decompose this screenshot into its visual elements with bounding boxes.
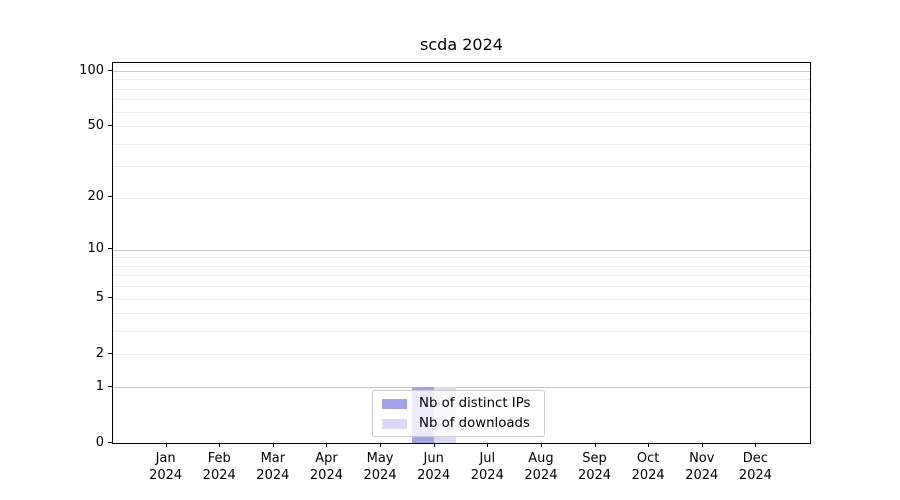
minor-gridline-8 (113, 265, 810, 267)
x-tick-mark-may (380, 443, 382, 447)
x-tick-mark-sep (594, 443, 596, 447)
x-tick-mark-feb (219, 443, 221, 447)
x-tick-month: Jan (155, 451, 176, 466)
x-tick-month: Dec (742, 451, 768, 466)
y-tick-mark-20 (108, 196, 113, 198)
x-tick-mark-aug (540, 443, 542, 447)
y-tick-mark-2 (108, 352, 113, 354)
plot-area (112, 62, 811, 444)
y-tick-label-10: 10 (87, 241, 104, 257)
minor-gridline-30 (113, 166, 810, 168)
x-tick-label-jun: Jun 2024 (394, 450, 474, 484)
gridline-2 (113, 354, 810, 356)
x-tick-label-mar: Mar 2024 (233, 450, 313, 484)
x-tick-year: 2024 (256, 468, 290, 483)
legend-swatch-downloads (382, 418, 407, 429)
x-tick-label-oct: Oct 2024 (608, 450, 688, 484)
minor-gridline-6 (113, 286, 810, 288)
y-tick-mark-50 (108, 124, 113, 126)
legend-item-distinct-ips: Nb of distinct IPs (382, 395, 544, 411)
x-tick-year: 2024 (685, 468, 719, 483)
y-tick-mark-0 (108, 441, 113, 443)
y-tick-label-0: 0 (95, 434, 104, 450)
x-tick-month: Oct (636, 451, 660, 466)
minor-gridline-70 (113, 99, 810, 101)
x-tick-mark-mar (272, 443, 274, 447)
x-tick-mark-jul (487, 443, 489, 447)
y-tick-label-100: 100 (79, 62, 104, 78)
y-tick-label-50: 50 (87, 117, 104, 133)
y-tick-label-1: 1 (95, 378, 104, 394)
y-tick-label-2: 2 (95, 345, 104, 361)
gridline-20 (113, 197, 810, 199)
minor-gridline-4 (113, 313, 810, 315)
legend-label-downloads: Nb of downloads (419, 415, 530, 431)
y-tick-mark-1 (108, 385, 113, 387)
x-tick-year: 2024 (309, 468, 343, 483)
y-tick-mark-10 (108, 248, 113, 250)
x-tick-label-sep: Sep 2024 (555, 450, 635, 484)
minor-gridline-80 (113, 88, 810, 90)
x-tick-month: Aug (528, 451, 554, 466)
x-tick-mark-jan (165, 443, 167, 447)
x-tick-year: 2024 (524, 468, 558, 483)
minor-gridline-60 (113, 111, 810, 113)
x-tick-label-feb: Feb 2024 (179, 450, 259, 484)
x-tick-year: 2024 (577, 468, 612, 483)
x-tick-mark-nov (701, 443, 703, 447)
chart-title: scda 2024 (420, 35, 503, 54)
x-tick-mark-dec (755, 443, 757, 447)
x-tick-month: Jun (423, 451, 444, 466)
x-tick-month: Nov (689, 451, 715, 466)
x-tick-year: 2024 (149, 468, 183, 483)
gridline-1 (113, 387, 810, 389)
y-tick-label-5: 5 (95, 290, 104, 306)
x-tick-month: Mar (260, 451, 286, 466)
gridline-5 (113, 298, 810, 300)
x-tick-month: Apr (315, 451, 338, 466)
gridline-100 (113, 71, 810, 72)
x-tick-month: Feb (207, 451, 231, 466)
y-tick-label-20: 20 (87, 189, 104, 205)
x-tick-label-jan: Jan 2024 (126, 450, 206, 484)
minor-gridline-7 (113, 275, 810, 277)
legend-swatch-distinct-ips (382, 398, 407, 409)
x-tick-label-nov: Nov 2024 (662, 450, 742, 484)
x-tick-label-dec: Dec 2024 (715, 450, 795, 484)
legend-label-distinct-ips: Nb of distinct IPs (419, 395, 531, 411)
minor-gridline-40 (113, 143, 810, 145)
x-tick-year: 2024 (470, 468, 504, 483)
minor-gridline-9 (113, 257, 810, 259)
x-tick-year: 2024 (363, 468, 397, 483)
x-tick-label-jul: Jul 2024 (447, 450, 527, 484)
x-tick-mark-jun (433, 443, 435, 447)
y-tick-mark-5 (108, 297, 113, 299)
x-tick-year: 2024 (417, 468, 451, 483)
minor-gridline-3 (113, 331, 810, 333)
x-tick-year: 2024 (631, 468, 665, 483)
x-tick-month: Jul (479, 451, 496, 466)
x-tick-label-may: May 2024 (340, 450, 420, 484)
x-tick-mark-oct (648, 443, 650, 447)
x-tick-year: 2024 (202, 468, 236, 483)
minor-gridline-90 (113, 79, 810, 81)
x-tick-year: 2024 (738, 468, 772, 483)
x-tick-label-apr: Apr 2024 (286, 450, 366, 484)
x-tick-label-aug: Aug 2024 (501, 450, 581, 484)
x-tick-month: Sep (582, 451, 607, 466)
legend: Nb of distinct IPs Nb of downloads (372, 390, 545, 437)
gridline-10 (113, 249, 810, 251)
y-tick-mark-100 (108, 69, 113, 71)
legend-item-downloads: Nb of downloads (382, 415, 544, 431)
x-tick-month: May (366, 451, 394, 466)
gridline-50 (113, 126, 810, 128)
x-tick-mark-apr (326, 443, 328, 447)
